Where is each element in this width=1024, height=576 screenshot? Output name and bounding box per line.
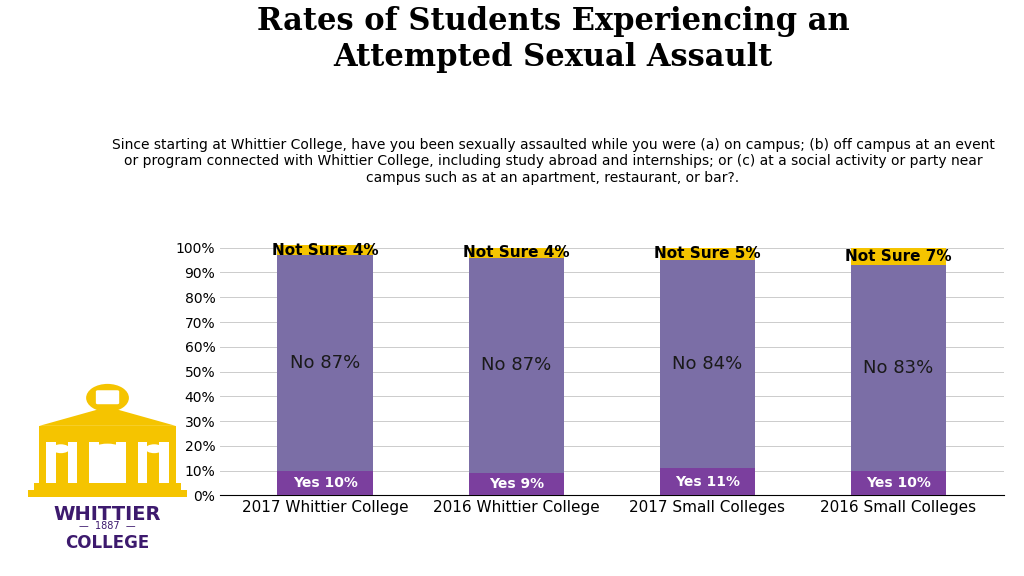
Text: Not Sure 7%: Not Sure 7% [845, 249, 951, 264]
Bar [851, 471, 946, 495]
Text: No 87%: No 87% [481, 357, 552, 374]
FancyBboxPatch shape [159, 442, 169, 483]
Bar [278, 245, 373, 255]
Text: COLLEGE: COLLEGE [66, 534, 150, 552]
FancyBboxPatch shape [68, 442, 78, 483]
Bar [469, 248, 564, 257]
Text: Rates of Students Experiencing an
Attempted Sexual Assault: Rates of Students Experiencing an Attemp… [257, 6, 849, 73]
Text: Since starting at Whittier College, have you been sexually assaulted while you w: Since starting at Whittier College, have… [112, 138, 994, 185]
Text: Not Sure 5%: Not Sure 5% [654, 247, 761, 262]
Bar [469, 257, 564, 473]
FancyBboxPatch shape [117, 442, 126, 483]
Ellipse shape [52, 444, 70, 453]
Bar [851, 248, 946, 265]
FancyBboxPatch shape [46, 442, 56, 483]
Polygon shape [40, 407, 176, 426]
Bar [469, 473, 564, 495]
Text: Yes 11%: Yes 11% [675, 475, 740, 489]
Text: Not Sure 4%: Not Sure 4% [272, 242, 379, 257]
FancyBboxPatch shape [90, 451, 125, 483]
Bar [659, 260, 755, 468]
Bar [659, 248, 755, 260]
Text: Yes 10%: Yes 10% [866, 476, 931, 490]
Text: No 83%: No 83% [863, 359, 934, 377]
Text: No 84%: No 84% [672, 355, 742, 373]
Text: WHITTIER: WHITTIER [54, 505, 161, 524]
Ellipse shape [90, 444, 125, 459]
Text: Not Sure 4%: Not Sure 4% [463, 245, 569, 260]
FancyBboxPatch shape [40, 426, 176, 483]
Text: No 87%: No 87% [290, 354, 360, 372]
Bar [278, 255, 373, 471]
FancyBboxPatch shape [28, 490, 187, 497]
FancyBboxPatch shape [89, 442, 98, 483]
Bar [278, 471, 373, 495]
Ellipse shape [86, 384, 129, 412]
FancyBboxPatch shape [34, 483, 181, 491]
Bar [851, 265, 946, 471]
Text: Yes 9%: Yes 9% [488, 478, 544, 491]
Bar [659, 468, 755, 495]
Ellipse shape [145, 444, 163, 453]
FancyBboxPatch shape [137, 442, 147, 483]
Text: Yes 10%: Yes 10% [293, 476, 357, 490]
Text: —  1887  —: — 1887 — [79, 521, 136, 531]
FancyBboxPatch shape [96, 391, 119, 404]
